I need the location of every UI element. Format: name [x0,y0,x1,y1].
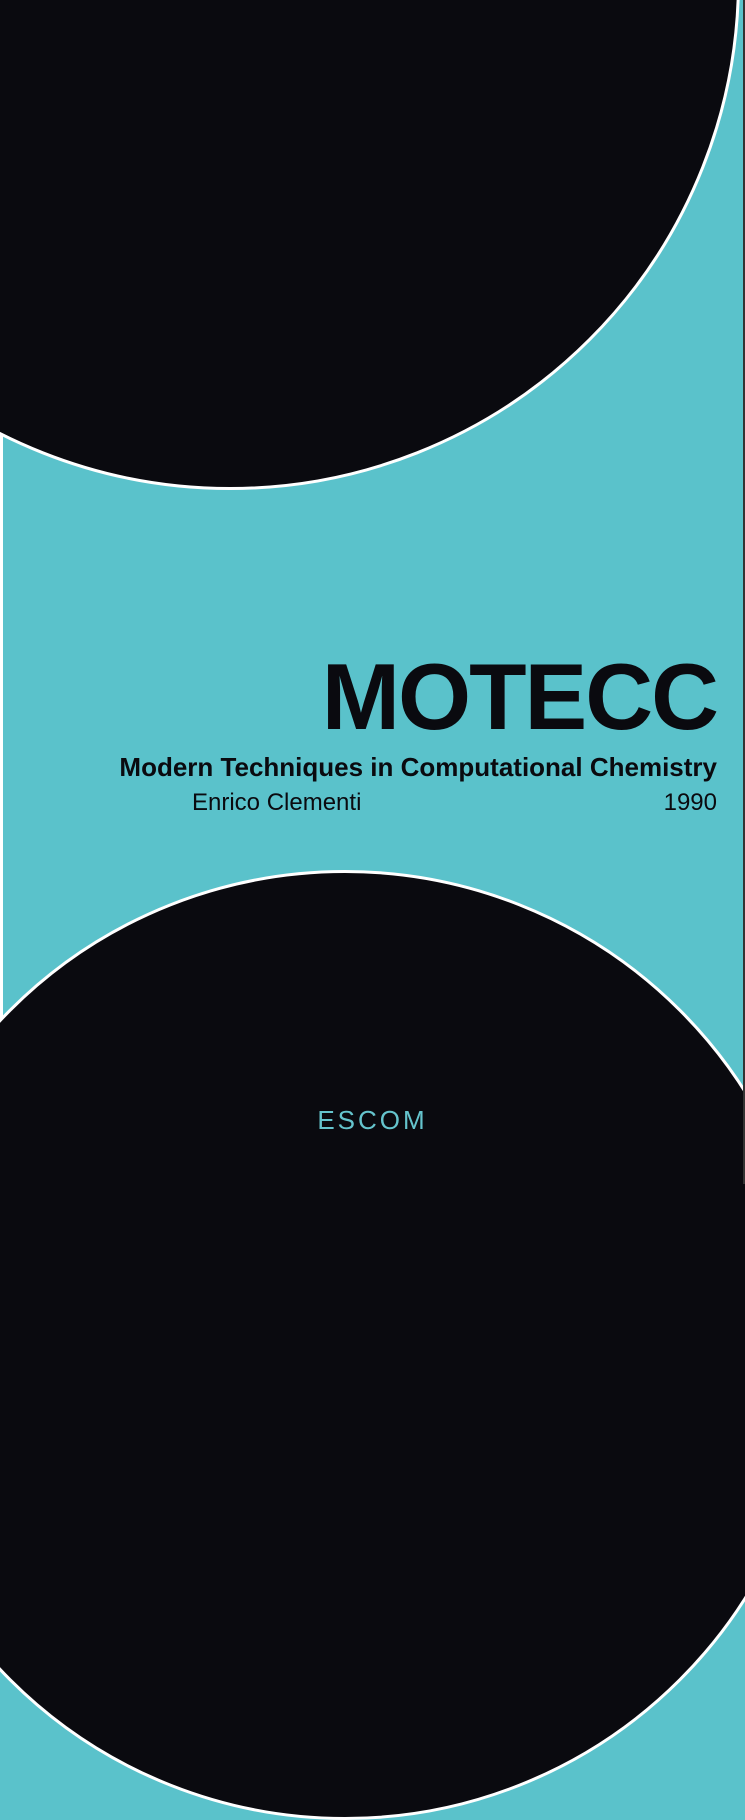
top-circle-graphic [0,0,740,490]
bottom-circle-graphic [0,870,745,1820]
subtitle-text: Modern Techniques in Computational Chemi… [37,752,717,783]
author-name: Enrico Clementi [37,789,664,817]
acronym-title: MOTECC [37,650,717,744]
book-cover: MOTECC Modern Techniques in Computationa… [0,0,745,1184]
publication-year: 1990 [664,789,717,817]
publisher-name: ESCOM [317,1105,427,1136]
author-year-row: Enrico Clementi 1990 [37,789,717,817]
title-block: MOTECC Modern Techniques in Computationa… [37,650,717,817]
